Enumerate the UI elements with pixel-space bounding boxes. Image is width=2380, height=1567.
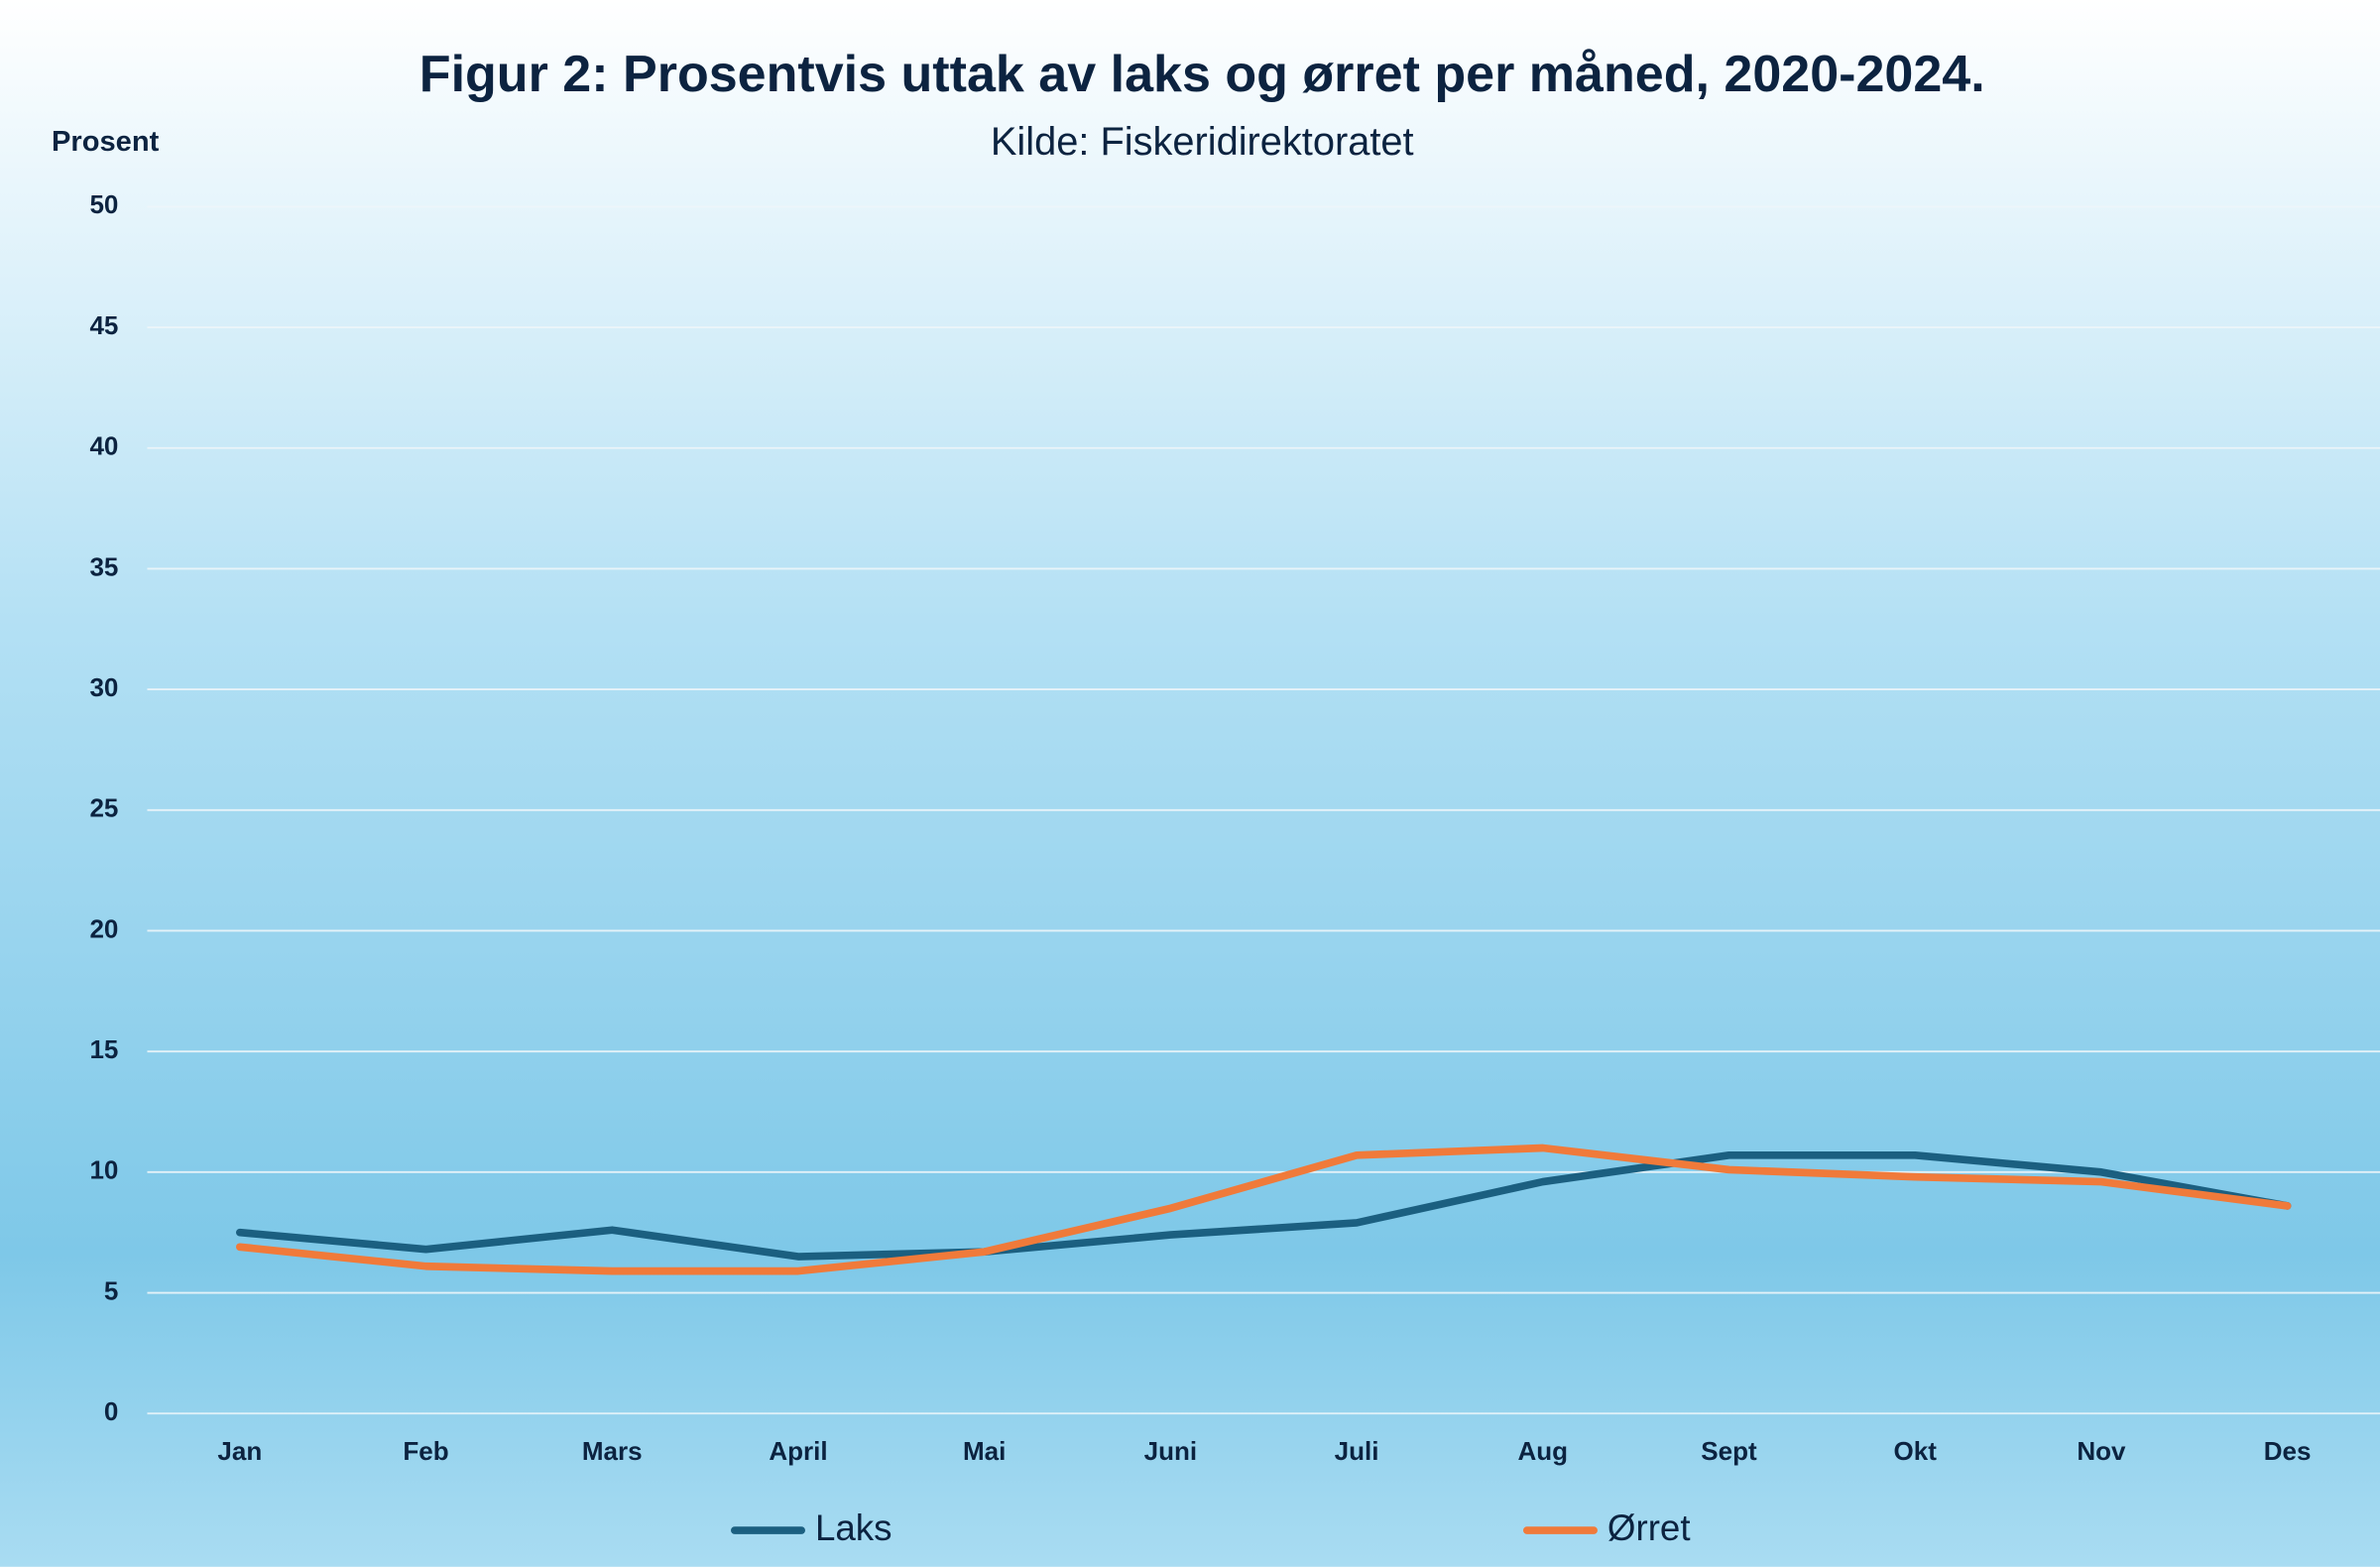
- legend-label: Laks: [815, 1507, 892, 1548]
- chart-subtitle: Kilde: Fiskeridirektoratet: [991, 120, 1414, 164]
- x-tick-label: April: [769, 1436, 827, 1466]
- chart-title: Figur 2: Prosentvis uttak av laks og ørr…: [419, 46, 1985, 103]
- y-tick-label: 5: [104, 1275, 118, 1305]
- series-line: [236, 1144, 2292, 1275]
- y-tick-label: 25: [89, 793, 118, 823]
- x-tick-label: Feb: [403, 1436, 448, 1466]
- y-tick-label: 40: [89, 431, 118, 461]
- y-tick-label: 45: [89, 310, 118, 340]
- x-tick-label: Okt: [1894, 1436, 1938, 1466]
- x-tick-label: Mars: [582, 1436, 643, 1466]
- y-axis-label: Prosent: [52, 126, 160, 158]
- y-tick-label: 50: [89, 189, 118, 219]
- y-tick-label: 15: [89, 1034, 118, 1064]
- y-tick-label: 10: [89, 1155, 118, 1185]
- y-tick-label: 20: [89, 913, 118, 943]
- x-tick-label: Aug: [1518, 1436, 1569, 1466]
- x-tick-label: Nov: [2077, 1436, 2126, 1466]
- y-tick-label: 35: [89, 551, 118, 581]
- series-line: [236, 1150, 2292, 1261]
- legend-label: Ørret: [1607, 1507, 1691, 1548]
- x-tick-label: Juli: [1335, 1436, 1379, 1466]
- x-tick-label: Sept: [1701, 1436, 1757, 1466]
- x-tick-label: Juni: [1144, 1436, 1197, 1466]
- x-tick-label: Des: [2264, 1436, 2312, 1466]
- x-tick-label: Mai: [963, 1436, 1006, 1466]
- x-tick-label: Jan: [217, 1436, 262, 1466]
- y-tick-label: 0: [104, 1396, 118, 1426]
- y-tick-label: 30: [89, 672, 118, 702]
